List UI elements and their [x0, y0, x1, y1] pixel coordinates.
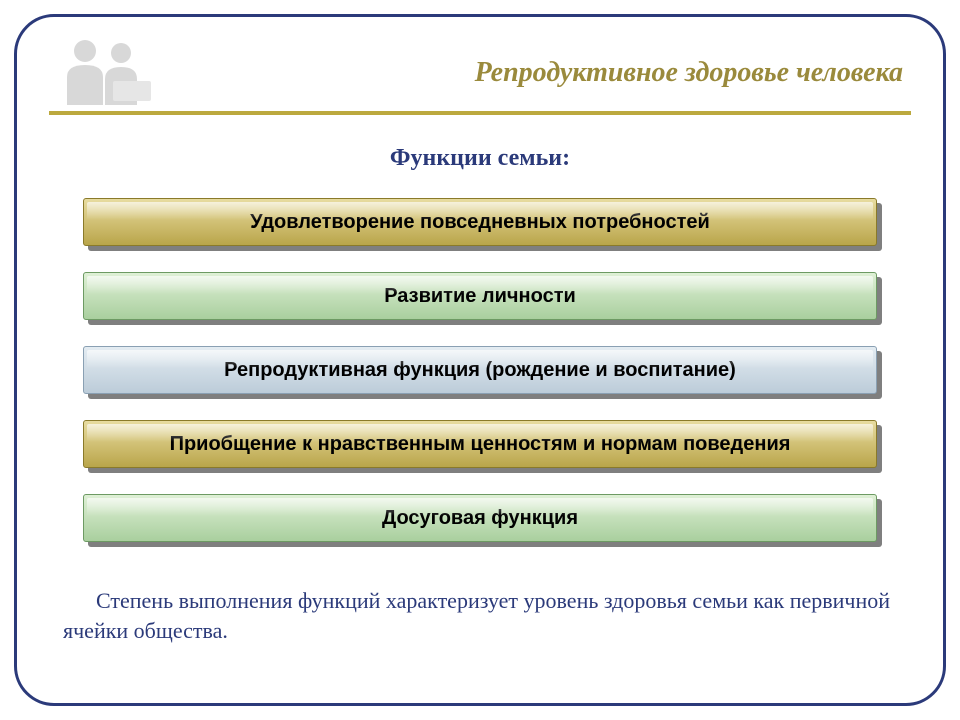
header: Репродуктивное здоровье человека: [47, 35, 913, 105]
bar-content: Удовлетворение повседневных потребностей: [83, 198, 877, 246]
function-bar: Приобщение к нравственным ценностям и но…: [83, 420, 877, 468]
bar-label: Развитие личности: [384, 285, 576, 308]
bar-label: Репродуктивная функция (рождение и воспи…: [224, 359, 736, 382]
function-bars: Удовлетворение повседневных потребностей…: [47, 198, 913, 542]
slide-frame: Репродуктивное здоровье человека Функции…: [14, 14, 946, 706]
bar-content: Развитие личности: [83, 272, 877, 320]
function-bar: Удовлетворение повседневных потребностей: [83, 198, 877, 246]
footer-text: Степень выполнения функций характеризует…: [47, 586, 913, 645]
page-title: Репродуктивное здоровье человека: [183, 35, 913, 89]
bar-label: Удовлетворение повседневных потребностей: [250, 211, 710, 234]
function-bar: Досуговая функция: [83, 494, 877, 542]
bar-label: Досуговая функция: [382, 507, 578, 530]
function-bar: Репродуктивная функция (рождение и воспи…: [83, 346, 877, 394]
bar-content: Досуговая функция: [83, 494, 877, 542]
bar-label: Приобщение к нравственным ценностям и но…: [170, 433, 791, 456]
bar-content: Репродуктивная функция (рождение и воспи…: [83, 346, 877, 394]
function-bar: Развитие личности: [83, 272, 877, 320]
people-silhouette-icon: [47, 35, 167, 105]
subtitle: Функции семьи:: [47, 145, 913, 172]
title-divider: [49, 111, 911, 115]
bar-content: Приобщение к нравственным ценностям и но…: [83, 420, 877, 468]
